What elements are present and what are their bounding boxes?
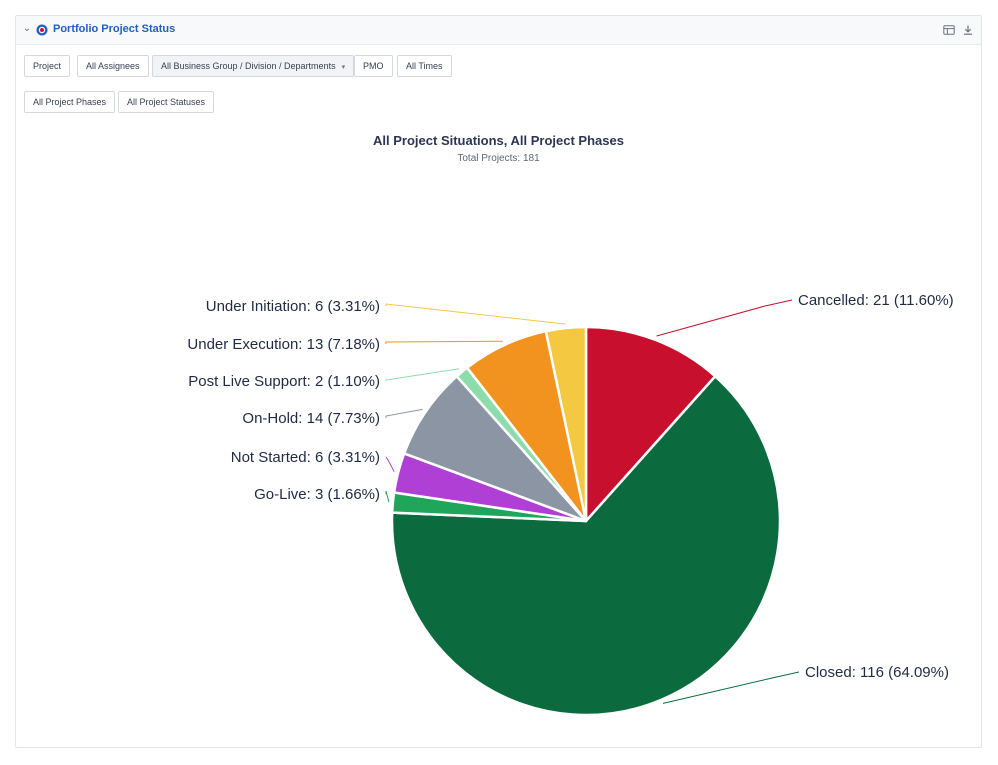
pie-slice-closed[interactable] bbox=[390, 375, 782, 717]
filter-phases-label: All Project Phases bbox=[33, 97, 107, 107]
slice-label-cancelled: Cancelled: 21 (11.60%) bbox=[798, 292, 954, 309]
leader-line-under-initiation bbox=[385, 303, 566, 325]
leader-line-under-execution bbox=[385, 340, 503, 344]
panel-title[interactable]: Portfolio Project Status bbox=[53, 23, 176, 35]
panel-header: ⌄ Portfolio Project Status bbox=[16, 16, 981, 45]
slice-label-on-hold: On-Hold: 14 (7.73%) bbox=[242, 410, 380, 427]
filter-times-button[interactable]: All Times bbox=[397, 55, 452, 77]
chart-title: All Project Situations, All Project Phas… bbox=[373, 133, 624, 148]
download-icon[interactable] bbox=[962, 24, 974, 36]
pie-labels: Cancelled: 21 (11.60%) Closed: 116 (64.09… bbox=[187, 292, 953, 681]
leader-line-on-hold bbox=[385, 408, 423, 418]
leader-line-post-live-support bbox=[385, 368, 460, 381]
filter-assignees-button[interactable]: All Assignees bbox=[77, 55, 149, 77]
filter-project-label: Project bbox=[33, 61, 62, 71]
filter-pmo-button[interactable]: PMO bbox=[354, 55, 393, 77]
brand-icon bbox=[36, 24, 48, 36]
slice-label-under-execution: Under Execution: 13 (7.18%) bbox=[187, 336, 380, 353]
filter-assignees-label: All Assignees bbox=[86, 61, 140, 71]
chevron-down-icon[interactable]: ⌄ bbox=[22, 23, 32, 34]
filter-business-group-label: All Business Group / Division / Departme… bbox=[161, 61, 336, 71]
pie-slice-on-hold[interactable] bbox=[402, 375, 588, 523]
leader-line-go-live bbox=[385, 490, 390, 503]
filter-project-button[interactable]: Project bbox=[24, 55, 71, 77]
slice-label-under-initiation: Under Initiation: 6 (3.31%) bbox=[206, 298, 380, 315]
slice-label-closed: Closed: 116 (64.09%) bbox=[805, 664, 949, 681]
filter-phases-button[interactable]: All Project Phases bbox=[24, 91, 116, 113]
slice-label-not-started: Not Started: 6 (3.31%) bbox=[231, 449, 380, 466]
pie-leader-lines bbox=[385, 299, 800, 704]
filter-times-label: All Times bbox=[406, 61, 443, 71]
table-view-icon[interactable] bbox=[943, 24, 955, 36]
pie-slices bbox=[390, 325, 782, 717]
caret-down-icon: ▾ bbox=[341, 64, 346, 71]
slice-label-post-live-support: Post Live Support: 2 (1.10%) bbox=[188, 373, 380, 390]
filter-statuses-button[interactable]: All Project Statuses bbox=[118, 91, 215, 113]
filter-business-group-dropdown[interactable]: All Business Group / Division / Departme… bbox=[152, 55, 355, 77]
leader-line-closed bbox=[662, 671, 800, 704]
pie-slice-cancelled[interactable] bbox=[584, 325, 717, 523]
leader-line-not-started bbox=[385, 456, 395, 472]
filter-statuses-label: All Project Statuses bbox=[127, 97, 206, 107]
chart-subtitle: Total Projects: 181 bbox=[457, 153, 540, 164]
filter-pmo-label: PMO bbox=[363, 61, 384, 71]
pie-slice-under-initiation[interactable] bbox=[544, 325, 588, 523]
leader-line-cancelled bbox=[656, 299, 793, 337]
slice-label-go-live: Go-Live: 3 (1.66%) bbox=[254, 486, 380, 503]
